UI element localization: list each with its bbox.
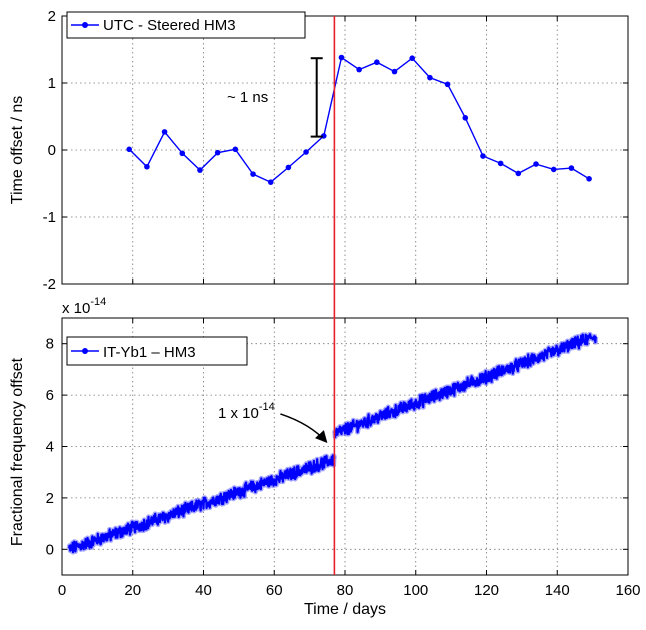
top-data-point	[374, 59, 380, 66]
top-data-point	[550, 166, 557, 173]
bottom-y-tick-label: 4	[46, 439, 54, 456]
bottom-y-tick-label: 6	[46, 387, 54, 404]
bottom-series-segment-spread	[332, 331, 599, 440]
bottom-y-tick-label: 0	[46, 541, 54, 558]
ns-scale-bar	[310, 57, 323, 138]
step-annotation-arrow	[280, 413, 328, 444]
bottom-panel: 0 2 4 6 8 0 20 40 60 80 100 120 140 160 x 10-14 IT-Y…	[9, 296, 641, 618]
top-data-point	[144, 163, 150, 170]
x-tick-label: 160	[615, 582, 640, 599]
top-data-point	[303, 149, 309, 155]
top-legend-box	[66, 11, 306, 39]
x-tick-label: 80	[337, 582, 354, 599]
top-data-point	[480, 153, 486, 159]
bottom-series-segment	[333, 333, 597, 438]
top-data-point	[338, 54, 345, 61]
x-tick-label: 100	[403, 582, 428, 599]
top-data-point	[586, 176, 592, 182]
bottom-y-tick-label: 2	[46, 490, 54, 507]
top-y-axis-label: Time offset / ns	[9, 96, 26, 204]
bottom-y-tick-label: 8	[46, 336, 54, 353]
top-y-tick-label: 1	[48, 75, 56, 92]
bottom-series-segment	[68, 454, 336, 554]
top-data-point	[126, 146, 133, 153]
top-data-point	[427, 74, 433, 81]
x-tick-label: 20	[124, 582, 141, 599]
top-data-point	[197, 167, 203, 173]
top-data-point	[444, 81, 451, 88]
bottom-series-segment-spread	[66, 453, 337, 555]
x-tick-label: 0	[58, 582, 66, 599]
top-data-point	[533, 161, 539, 167]
top-data-point	[214, 149, 221, 156]
top-data-point	[250, 171, 256, 177]
bottom-legend-marker	[82, 348, 88, 354]
top-data-point	[285, 164, 292, 171]
bottom-y-ticks: 0 2 4 6 8	[46, 336, 628, 558]
bottom-series	[66, 331, 599, 555]
top-legend-marker	[82, 22, 88, 28]
top-legend-label: UTC - Steered HM3	[103, 17, 236, 34]
x-axis-label: Time / days	[304, 601, 386, 618]
top-data-point	[232, 146, 239, 153]
bottom-y-axis-label: Fractional frequency offset	[9, 357, 26, 546]
top-data-point	[267, 179, 274, 185]
top-y-tick-label: -1	[43, 209, 56, 226]
top-y-ticks: -2 -1 0 1 2	[43, 8, 629, 293]
x-tick-label: 60	[266, 582, 283, 599]
x-tick-label: 40	[195, 582, 212, 599]
top-legend: UTC - Steered HM3	[66, 11, 306, 39]
top-data-point	[179, 150, 186, 157]
bottom-x-ticks: 0 20 40 60 80 100 120 140 160	[58, 318, 641, 599]
top-data-point	[356, 66, 362, 73]
top-y-tick-label: 2	[48, 8, 56, 25]
bottom-legend: IT-Yb1 – HM3	[66, 336, 248, 366]
top-series	[126, 54, 592, 185]
top-data-point	[409, 55, 416, 62]
step-annotation-label: 1 x 10-14	[218, 401, 275, 422]
top-data-point	[161, 129, 168, 135]
ns-annotation-label: ~ 1 ns	[227, 89, 268, 106]
x-tick-label: 140	[545, 582, 570, 599]
top-data-point	[462, 115, 469, 121]
top-y-tick-label: -2	[43, 276, 56, 293]
top-y-tick-label: 0	[48, 142, 56, 159]
top-data-point	[515, 170, 522, 177]
x-tick-label: 120	[474, 582, 499, 599]
bottom-legend-label: IT-Yb1 – HM3	[103, 344, 196, 361]
top-data-point	[391, 68, 398, 75]
y-exponent-label: x 10-14	[62, 296, 106, 317]
top-data-point	[497, 160, 504, 167]
top-panel: -2 -1 0 1 2 ~ 1 ns UTC - Steered HM3 Time of…	[9, 8, 629, 293]
top-data-point	[568, 165, 575, 171]
